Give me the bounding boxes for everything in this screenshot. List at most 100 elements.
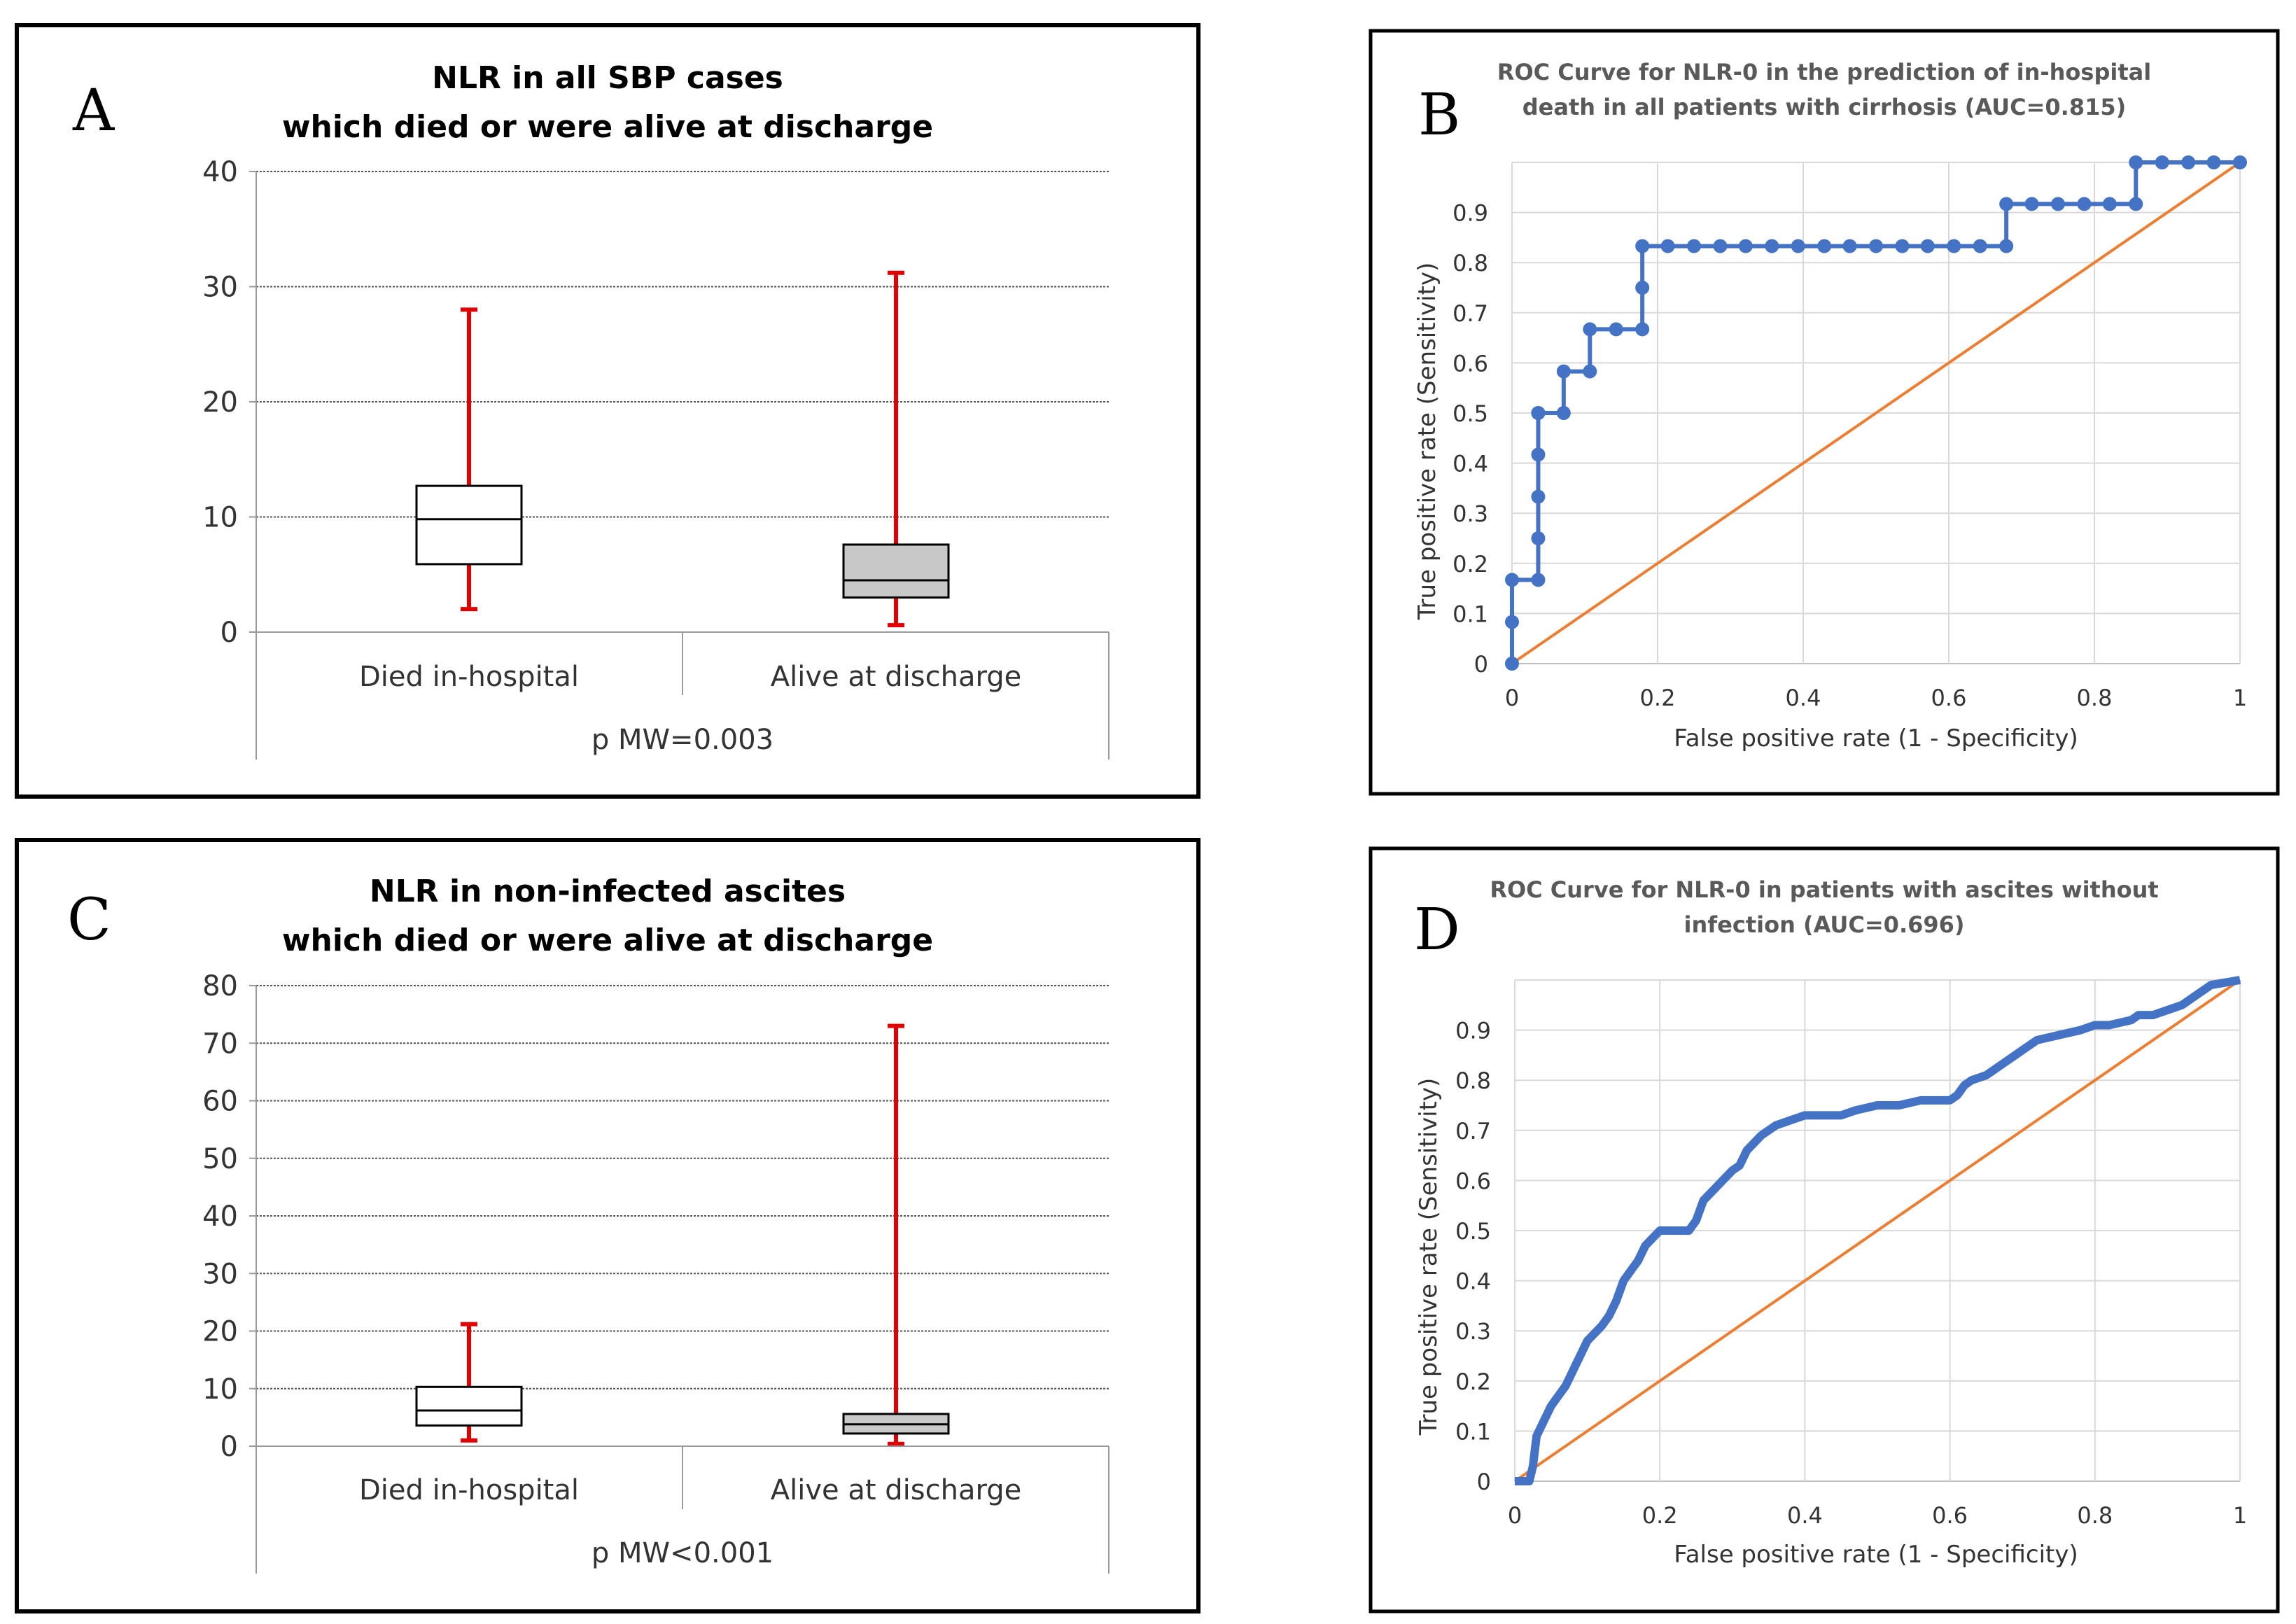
panel-b-y-tick-label: 0.5 [1452, 400, 1488, 427]
panel-a-frame [15, 23, 1200, 799]
panel-d: D ROC Curve for NLR-0 in patients with a… [1368, 846, 2280, 1614]
panel-d-x-tick-label: 1 [2233, 1502, 2247, 1529]
panel-b-y-tick-label: 0.1 [1452, 601, 1488, 627]
panel-b-roc-point [1687, 239, 1701, 253]
panel-b-roc-point [2181, 155, 2196, 169]
panel-d-y-tick-label: 0.8 [1455, 1068, 1491, 1094]
panel-b-roc-point [1583, 364, 1597, 379]
panel-b-roc-point [2077, 197, 2092, 211]
panel-a-pvalue: p MW=0.003 [592, 724, 774, 756]
panel-a-y-tick-label: 20 [202, 386, 238, 419]
panel-c-pvalue: p MW<0.001 [592, 1537, 774, 1569]
panel-c-y-tick-label: 0 [220, 1431, 238, 1463]
panel-b-roc-point [2102, 197, 2117, 211]
panel-b-roc-point [1660, 239, 1675, 253]
panel-d-y-tick-label: 0 [1477, 1469, 1491, 1495]
panel-b-roc-point [2206, 155, 2221, 169]
panel-c-y-tick-label: 70 [202, 1028, 238, 1060]
panel-c-y-tick-label: 10 [202, 1373, 238, 1406]
panel-d-y-tick-label: 0.3 [1455, 1318, 1491, 1345]
panel-c-y-tick-label: 80 [202, 970, 238, 1002]
panel-c-y-tick-label: 50 [202, 1143, 238, 1175]
panel-d-roc-curve [1515, 976, 2241, 1485]
panel-b-roc-point [1531, 406, 1546, 420]
panel-a-y-tick-label: 40 [202, 156, 238, 188]
panel-a-y-ticks: 0 10 20 30 40 [202, 156, 256, 649]
panel-c-category-label-1: Alive at discharge [771, 1474, 1021, 1506]
panel-b-roc-point [1713, 239, 1728, 253]
panel-d-y-tick-label: 0.2 [1455, 1368, 1491, 1395]
panel-d-x-tick-label: 0.4 [1787, 1502, 1823, 1529]
panel-b-roc-point [1635, 239, 1650, 253]
panel-b-x-tick-label: 0 [1505, 685, 1519, 711]
panel-a-title-line-2: which died or were alive at discharge [282, 109, 933, 145]
panel-a-letter: A [72, 78, 115, 144]
panel-b-x-tick-label: 0.4 [1786, 685, 1821, 711]
panel-b-roc-point [2051, 197, 2065, 211]
panel-d-y-tick-label: 0.1 [1455, 1418, 1491, 1445]
panel-b-x-tick-label: 0.8 [2077, 685, 2113, 711]
panel-b-reference-diagonal [1511, 161, 2241, 665]
panel-b-y-tick-label: 0.3 [1452, 500, 1488, 527]
panel-b-y-tick-label: 0.9 [1452, 200, 1488, 227]
panel-d-y-tick-label: 0.5 [1455, 1218, 1491, 1245]
panel-b-roc-point [1765, 239, 1779, 253]
panel-a-box-1-iqr [842, 543, 950, 599]
panel-a-title-line-1: NLR in all SBP cases [432, 60, 783, 96]
panel-b-y-tick-label: 0.7 [1452, 300, 1488, 327]
panel-d-y-tick-label: 0.9 [1455, 1018, 1491, 1044]
panel-c-gridlines [256, 985, 1109, 1390]
panel-c-y-ticks: 0 10 20 30 40 50 60 70 80 [202, 970, 256, 1463]
panel-c-category-label-0: Died in-hospital [359, 1474, 579, 1506]
panel-b-y-tick-label: 0.6 [1452, 350, 1488, 377]
panel-a-y-tick-label: 30 [202, 272, 238, 304]
panel-b-roc-point [1531, 489, 1546, 504]
panel-b-roc-point [1505, 615, 1519, 629]
panel-b-roc-point [1531, 531, 1546, 545]
panel-b-y-tick-label: 0 [1474, 651, 1488, 678]
panel-d-x-tick-label: 0.6 [1932, 1502, 1968, 1529]
panel-b-x-ticks: 0 0.2 0.4 0.6 0.8 1 [1505, 685, 2247, 711]
panel-d-x-tick-label: 0.8 [2077, 1502, 2113, 1529]
panel-b-roc-point [1505, 657, 1519, 671]
panel-a-gridlines [256, 171, 1109, 518]
panel-b-y-tick-label: 0.4 [1452, 451, 1488, 477]
panel-b-roc-point [1635, 281, 1650, 295]
panel-b-roc-point [2129, 155, 2143, 169]
panel-b-roc-point [2129, 197, 2143, 211]
panel-c-title-line-1: NLR in non-infected ascites [370, 874, 846, 909]
panel-b-x-tick-label: 1 [2233, 685, 2247, 711]
panel-d-x-tick-label: 0 [1508, 1502, 1522, 1529]
panel-b-roc-points [1505, 155, 2247, 671]
panel-b-y-axis-label: True positive rate (Sensitivity) [1413, 262, 1441, 621]
panel-b-roc-point [1842, 239, 1857, 253]
panel-b-title-line-1: ROC Curve for NLR-0 in the prediction of… [1497, 59, 2151, 85]
panel-d-x-tick-label: 0.2 [1642, 1502, 1678, 1529]
panel-a-y-tick-label: 0 [220, 617, 238, 649]
panel-b-roc-point [1531, 573, 1546, 587]
panel-b-title-line-2: death in all patients with cirrhosis (AU… [1522, 94, 2126, 120]
panel-c-y-tick-label: 60 [202, 1086, 238, 1118]
panel-a-y-tick-label: 10 [202, 502, 238, 534]
panel-b-roc-point [1531, 447, 1546, 462]
panel-c-frame [15, 838, 1200, 1614]
panel-d-y-tick-label: 0.6 [1455, 1168, 1491, 1194]
panel-b-x-tick-label: 0.2 [1640, 685, 1676, 711]
panel-d-y-tick-label: 0.7 [1455, 1118, 1491, 1144]
panel-b-roc-point [1895, 239, 1910, 253]
panel-b-roc-point [1817, 239, 1832, 253]
panel-b-roc-point [1738, 239, 1753, 253]
panel-d-reference-diagonal [1513, 979, 2241, 1483]
panel-b-letter: B [1418, 82, 1460, 148]
panel-b-roc-point [1583, 322, 1597, 337]
panel-d-x-ticks: 0 0.2 0.4 0.6 0.8 1 [1508, 1502, 2247, 1529]
panel-c-y-tick-label: 30 [202, 1258, 238, 1290]
panel-d-title-line-2: infection (AUC=0.696) [1684, 911, 1964, 938]
panel-b-roc-point [1609, 322, 1623, 337]
panel-c-title-line-2: which died or were alive at discharge [282, 923, 933, 958]
panel-b: B ROC Curve for NLR-0 in the prediction … [1368, 29, 2280, 796]
panel-c-y-tick-label: 20 [202, 1316, 238, 1348]
panel-d-title-line-1: ROC Curve for NLR-0 in patients with asc… [1490, 876, 2158, 903]
panel-d-y-tick-label: 0.4 [1455, 1268, 1491, 1295]
panel-b-roc-point [2233, 155, 2247, 169]
